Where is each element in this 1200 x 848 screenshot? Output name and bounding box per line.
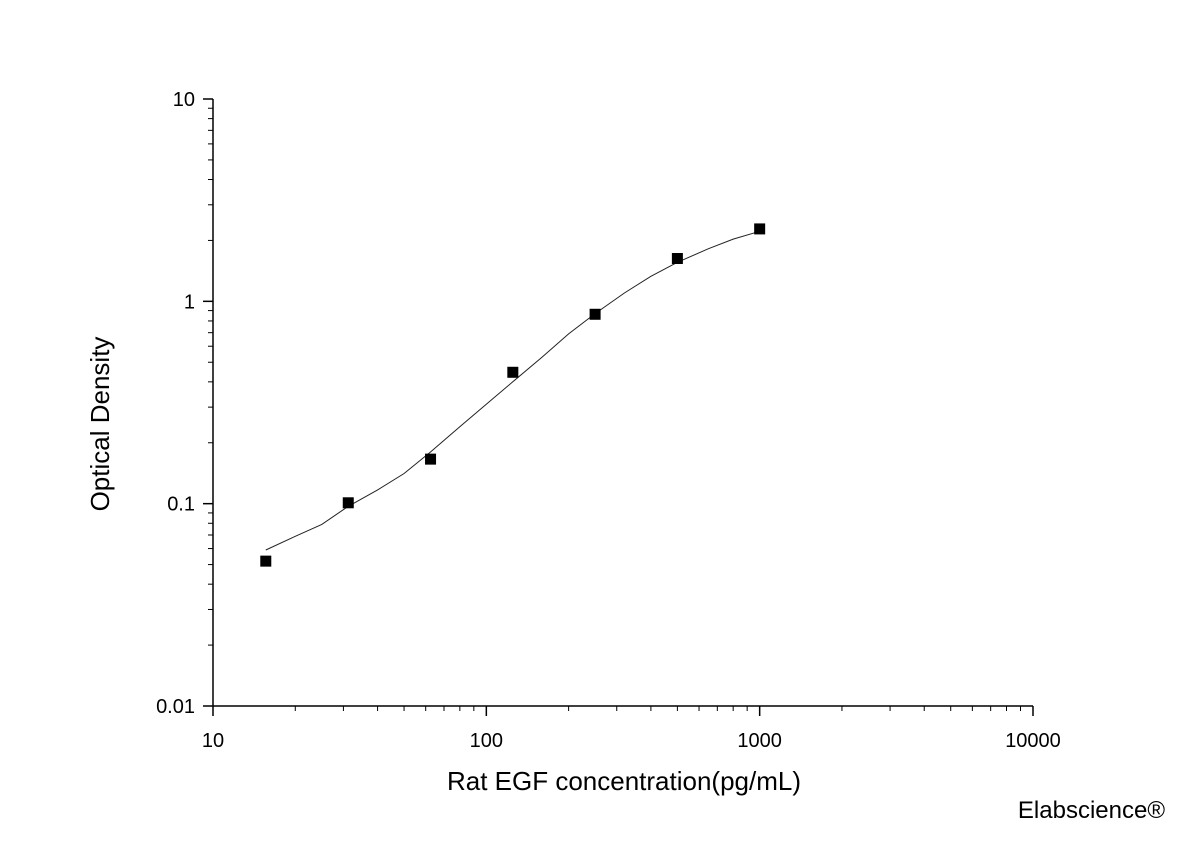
data-point-marker	[260, 555, 272, 567]
data-point-marker	[589, 308, 601, 320]
x-axis-title: Rat EGF concentration(pg/mL)	[447, 766, 801, 796]
y-tick-label: 0.1	[167, 494, 195, 516]
data-point-marker	[425, 453, 437, 465]
y-tick-label: 0.01	[156, 696, 195, 718]
data-point-marker	[754, 223, 766, 235]
data-points-layer	[260, 223, 766, 567]
y-tick-label: 10	[173, 89, 195, 111]
y-axis-title: Optical Density	[85, 337, 115, 512]
fit-curve-line	[265, 230, 760, 551]
y-tick-label: 1	[184, 291, 195, 313]
x-tick-label: 1000	[737, 730, 782, 752]
axes	[203, 98, 1034, 716]
x-tick-label: 10000	[1005, 730, 1061, 752]
x-tick-label: 10	[202, 730, 224, 752]
data-point-marker	[342, 497, 354, 509]
labels-layer: 10 100 1000 10000 0.01 0.1 1 10	[156, 89, 1061, 752]
watermark-logo: Elabscience®	[1018, 797, 1165, 824]
data-point-marker	[671, 253, 683, 265]
fit-curve-layer	[265, 230, 760, 551]
data-point-marker	[507, 366, 519, 378]
x-tick-label: 100	[470, 730, 503, 752]
